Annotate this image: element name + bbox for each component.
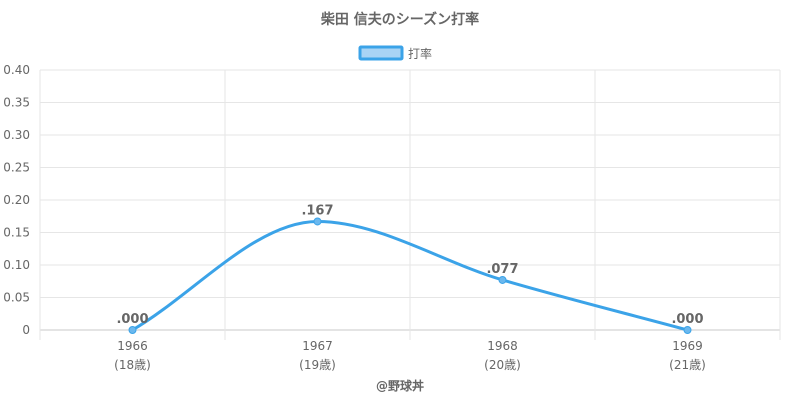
x-tick-sublabel: (18歳) xyxy=(114,358,151,372)
data-label: .000 xyxy=(671,312,703,327)
x-axis-ticks: 1966 (18歳) 1967 (19歳) 1968 (20歳) 1969 (21歳) xyxy=(114,339,706,372)
legend[interactable]: 打率 xyxy=(358,45,432,61)
y-tick-label: 0.15 xyxy=(3,226,30,240)
y-tick-label: 0.20 xyxy=(3,193,30,207)
legend-swatch xyxy=(358,45,404,61)
data-point[interactable] xyxy=(128,326,137,334)
x-tick-label: 1969 xyxy=(672,339,703,353)
x-tick-label: 1968 xyxy=(487,339,518,353)
data-point[interactable] xyxy=(313,217,322,226)
data-label: .000 xyxy=(116,312,148,327)
y-tick-label: 0 xyxy=(22,323,30,337)
x-tick-label: 1967 xyxy=(302,339,333,353)
data-points xyxy=(128,217,692,334)
y-tick-label: 0.30 xyxy=(3,128,30,142)
y-tick-label: 0.10 xyxy=(3,258,30,272)
data-label: .167 xyxy=(301,203,333,218)
y-tick-label: 0.40 xyxy=(3,63,30,77)
y-axis-ticks: 0 0.05 0.10 0.15 0.20 0.25 0.30 0.35 0.40 xyxy=(3,63,30,337)
chart-title: 柴田 信夫のシーズン打率 xyxy=(320,11,479,28)
y-tick-label: 0.35 xyxy=(3,96,30,110)
data-point[interactable] xyxy=(498,275,507,284)
y-tick-label: 0.25 xyxy=(3,161,30,175)
legend-label: 打率 xyxy=(408,46,432,61)
grid xyxy=(39,69,781,340)
data-labels: .000 .167 .077 .000 xyxy=(116,203,703,327)
watermark: @野球丼 xyxy=(376,378,424,393)
x-tick-sublabel: (20歳) xyxy=(484,358,521,372)
data-point[interactable] xyxy=(683,326,692,334)
data-label: .077 xyxy=(486,262,518,277)
x-tick-sublabel: (21歳) xyxy=(669,358,706,372)
x-tick-label: 1966 xyxy=(117,339,148,353)
x-tick-sublabel: (19歳) xyxy=(299,358,336,372)
y-tick-label: 0.05 xyxy=(3,291,30,305)
series-line-batting-average xyxy=(131,219,688,332)
